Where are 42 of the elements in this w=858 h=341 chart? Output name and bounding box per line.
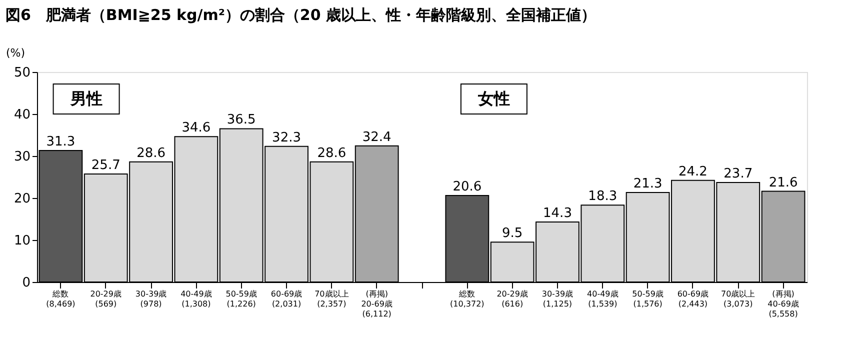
x-tick-label: 総数 (10,372) <box>450 290 484 308</box>
y-tick-label: 50 <box>14 66 30 80</box>
x-tick-label: 30-39歳 (1,125) <box>542 290 574 308</box>
data-label: 23.7 <box>724 166 753 182</box>
y-tick-label: 30 <box>14 150 30 164</box>
data-label: 21.3 <box>633 176 662 192</box>
data-label: 21.6 <box>768 175 798 190</box>
data-label: 14.3 <box>543 206 572 221</box>
x-tick-label: 60-69歳 (2,443) <box>677 290 709 308</box>
y-axis-title: (%) <box>6 46 26 60</box>
data-label: 24.2 <box>678 164 708 180</box>
y-tick-label: 20 <box>14 192 30 206</box>
x-tick-label: (再掲) 40-69歳 (5,558) <box>768 290 799 318</box>
x-tick-label: 20-29歳 (569) <box>90 290 122 308</box>
x-tick-label: 30-39歳 (978) <box>135 290 167 308</box>
x-tick-label: 総数 (8,469) <box>46 290 76 308</box>
annotation: 女性 <box>476 89 510 108</box>
x-tick-label: 60-69歳 (2,031) <box>270 290 302 308</box>
data-label: 28.6 <box>317 146 346 161</box>
data-label: 36.5 <box>226 112 256 128</box>
annotation: 男性 <box>69 89 102 108</box>
x-tick-label: 40-49歳 (1,539) <box>587 290 618 308</box>
data-label: 20.6 <box>452 179 482 194</box>
data-label: 34.6 <box>182 120 211 136</box>
data-label: 28.6 <box>136 146 166 161</box>
x-tick-label: 20-29歳 (616) <box>496 290 528 308</box>
data-label: 32.4 <box>362 130 392 145</box>
x-tick-label: 50-59歳 (1,576) <box>632 290 664 308</box>
chart-title: 図6 肥満者（BMI≧25 kg/m²）の割合（20 歳以上、性・年齢階級別、全国補正値） <box>5 6 596 24</box>
x-tick-label: 70歳以上 (2,357) <box>314 290 349 308</box>
x-tick-label: (再掲) 20-69歳 (6,112) <box>361 290 392 318</box>
data-label: 9.5 <box>502 226 523 242</box>
x-tick-label: 70歳以上 (3,073) <box>721 290 756 308</box>
data-label: 32.3 <box>272 130 301 146</box>
data-label: 25.7 <box>91 158 120 174</box>
data-label: 18.3 <box>588 189 618 204</box>
x-tick-label: 50-59歳 (1,226) <box>226 290 257 308</box>
y-tick-label: 40 <box>14 108 30 122</box>
y-tick-label: 0 <box>22 276 30 290</box>
data-label: 31.3 <box>46 134 76 150</box>
y-tick-label: 10 <box>14 234 30 248</box>
x-tick-label: 40-49歳 (1,308) <box>180 290 212 308</box>
